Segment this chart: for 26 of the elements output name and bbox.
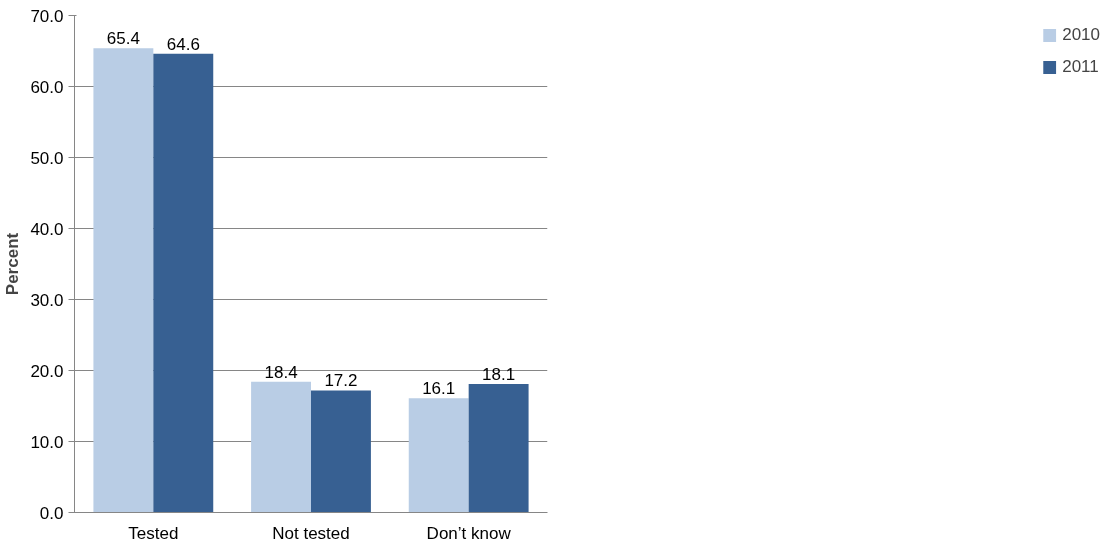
bar — [468, 383, 529, 513]
x-tick-label: Tested — [128, 523, 179, 543]
x-tick-label: Don’t know — [426, 523, 512, 543]
y-tick-label: 40.0 — [30, 219, 64, 239]
bar — [251, 381, 311, 513]
x-tick-label: Not tested — [272, 523, 350, 543]
data-label: 64.6 — [166, 34, 200, 54]
y-axis-title: Percent — [3, 232, 23, 296]
y-tick-label: 10.0 — [30, 432, 64, 452]
legend-label: 2010 — [1062, 25, 1100, 45]
legend-label: 2011 — [1062, 57, 1099, 77]
y-tick-label: 60.0 — [30, 77, 64, 97]
data-label: 18.1 — [482, 364, 516, 384]
y-tick-label: 20.0 — [30, 361, 64, 381]
bar — [408, 398, 469, 513]
data-label: 18.4 — [264, 362, 298, 382]
bar — [93, 48, 154, 513]
y-tick-label: 30.0 — [30, 290, 64, 310]
y-tick-label: 70.0 — [30, 6, 64, 26]
y-tick-label: 0.0 — [39, 503, 64, 523]
data-label: 17.2 — [324, 371, 358, 391]
y-tick-label: 50.0 — [30, 148, 64, 168]
bar — [311, 390, 371, 513]
data-label: 16.1 — [422, 379, 456, 399]
data-label: 65.4 — [106, 29, 140, 49]
bar — [153, 53, 214, 513]
